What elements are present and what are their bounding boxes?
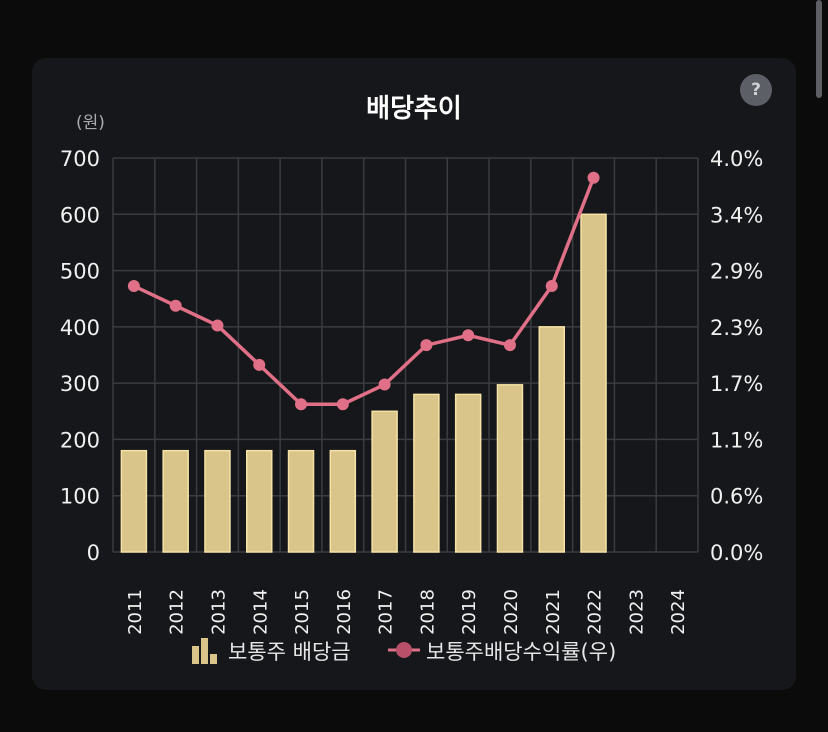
- help-icon[interactable]: ?: [740, 74, 772, 106]
- y-right-tick-label: 3.4%: [710, 203, 763, 227]
- bar-2017: [371, 410, 398, 553]
- x-tick-label: 2023: [626, 589, 647, 635]
- chart-legend: 보통주 배당금 보통주배당수익률(우): [0, 632, 828, 670]
- y-left-tick-label: 200: [60, 428, 100, 452]
- y-right-tick-label: 0.0%: [710, 541, 763, 565]
- bar-2012: [162, 449, 189, 553]
- bar-2013: [204, 449, 231, 553]
- x-tick-label: 2019: [459, 589, 480, 635]
- line-series-icon: [388, 642, 420, 658]
- x-tick-label: 2017: [376, 589, 397, 635]
- chart-title: 배당추이: [366, 94, 462, 124]
- yield-point-2018: [420, 339, 433, 352]
- bar-2014: [246, 449, 273, 553]
- bar-2019: [454, 393, 482, 553]
- x-tick-label: 2013: [208, 589, 229, 635]
- y-left-tick-label: 100: [60, 485, 100, 509]
- bar-2015: [287, 449, 315, 553]
- yield-point-2011: [127, 280, 140, 293]
- bar-2022: [580, 213, 607, 553]
- bar-2011: [120, 449, 148, 553]
- y-left-tick-label: 300: [60, 372, 100, 396]
- bar-2020: [496, 384, 524, 553]
- y-right-tick-label: 0.6%: [710, 485, 763, 509]
- x-tick-label: 2016: [334, 589, 355, 635]
- y-left-tick-label: 0: [87, 541, 100, 565]
- y-right-tick-label: 4.0%: [710, 147, 763, 171]
- bar-2016: [329, 449, 357, 553]
- x-tick-label: 2022: [585, 589, 606, 635]
- y-right-tick-label: 1.1%: [710, 428, 763, 452]
- x-tick-label: 2021: [543, 589, 564, 635]
- bar-2021: [538, 326, 565, 553]
- left-axis-unit: (원): [76, 113, 105, 133]
- x-tick-label: 2018: [417, 589, 438, 635]
- yield-point-2016: [336, 398, 349, 411]
- x-tick-label: 2015: [292, 589, 313, 635]
- y-right-tick-label: 2.9%: [710, 260, 763, 284]
- bar-2018: [413, 393, 440, 553]
- legend-line-label: 보통주배당수익률(우): [426, 640, 617, 664]
- yield-line: [133, 177, 596, 406]
- yield-point-2014: [253, 358, 266, 371]
- x-tick-label: 2024: [668, 589, 689, 635]
- scrollbar-thumb[interactable]: [816, 0, 822, 98]
- yield-point-2021: [545, 280, 558, 293]
- y-right-tick-label: 2.3%: [710, 316, 763, 340]
- yield-point-2015: [295, 398, 308, 411]
- yield-point-2013: [211, 319, 224, 332]
- y-right-tick-label: 1.7%: [710, 372, 763, 396]
- dividend-chart-card: [32, 58, 796, 690]
- x-tick-label: 2012: [167, 589, 188, 635]
- bar-chart-icon: [192, 638, 217, 664]
- x-tick-label: 2020: [501, 589, 522, 635]
- yield-point-2020: [503, 339, 516, 352]
- y-left-tick-label: 400: [60, 316, 100, 340]
- yield-point-2019: [462, 329, 475, 342]
- yield-point-2017: [378, 378, 391, 391]
- yield-point-2022: [587, 171, 600, 184]
- y-left-tick-label: 500: [60, 260, 100, 284]
- yield-point-2012: [169, 299, 182, 312]
- legend-bar-label: 보통주 배당금: [228, 640, 351, 664]
- x-tick-label: 2014: [250, 589, 271, 635]
- y-left-tick-label: 700: [60, 147, 100, 171]
- x-tick-label: 2011: [125, 589, 146, 635]
- y-left-tick-label: 600: [60, 203, 100, 227]
